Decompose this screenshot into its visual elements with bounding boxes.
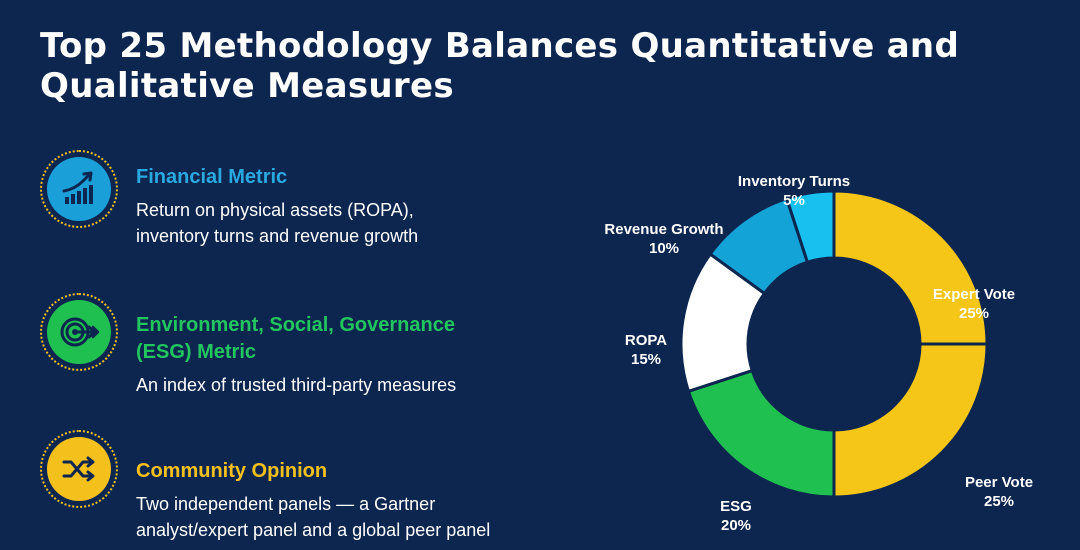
esg-metric-item: Environment, Social, Governance (ESG) Me…	[40, 293, 560, 395]
community-opinion-description-line-2: analyst/expert panel and a global peer p…	[136, 520, 491, 540]
slice-value-revenue-growth: 10%	[649, 240, 679, 257]
slice-label-revenue-growth: Revenue Growth	[604, 221, 723, 238]
slice-value-esg: 20%	[721, 517, 751, 534]
financial-metric-description-line-2: inventory turns and revenue growth	[136, 226, 419, 246]
slice-value-ropa: 15%	[631, 351, 661, 368]
community-opinion-description: Two independent panels — a Gartner analy…	[136, 491, 576, 543]
esg-metric-heading-line-2: (ESG) Metric	[136, 341, 257, 363]
slice-value-peer-vote: 25%	[984, 493, 1014, 510]
slice-label-expert-vote: Expert Vote	[933, 286, 1015, 303]
community-opinion-heading: Community Opinion	[136, 460, 328, 482]
slice-expert-vote	[832, 189, 989, 346]
financial-metric-item: Financial Metric Return on physical asse…	[40, 150, 560, 246]
slice-label-peer-vote: Peer Vote	[965, 474, 1033, 491]
methodology-donut-chart: Expert Vote 25% Peer Vote 25% ESG 20% ROPA 15% R…	[604, 173, 1033, 534]
page-title: Top 25 Methodology Balances Quantitative…	[40, 26, 1040, 106]
financial-metric-description: Return on physical assets (ROPA), invent…	[136, 197, 576, 249]
slice-inventory-turns	[784, 189, 836, 265]
financial-metric-heading: Financial Metric	[136, 166, 288, 188]
esg-metric-heading-line-1: Environment, Social, Governance	[136, 314, 455, 336]
financial-metric-description-line-1: Return on physical assets (ROPA),	[136, 200, 414, 220]
slice-label-inventory-turns: Inventory Turns	[738, 173, 850, 190]
esg-metric-description: An index of trusted third-party measures	[136, 375, 457, 395]
page-title-line-2: Qualitative Measures	[40, 66, 454, 106]
shuffle-icon	[47, 437, 111, 501]
donut-slices	[679, 189, 989, 499]
slice-esg	[686, 368, 836, 499]
page-title-line-1: Top 25 Methodology Balances Quantitative…	[40, 26, 960, 66]
donut-labels: Expert Vote 25% Peer Vote 25% ESG 20% ROPA 15% R…	[604, 173, 1033, 534]
slice-value-inventory-turns: 5%	[783, 192, 805, 209]
growth-chart-icon	[47, 157, 111, 221]
esg-metric-heading: Environment, Social, Governance (ESG) Me…	[136, 312, 576, 366]
slice-label-ropa: ROPA	[625, 332, 667, 349]
slice-label-esg: ESG	[720, 498, 752, 515]
financial-metric-icon-frame	[40, 150, 118, 228]
slice-peer-vote	[832, 342, 989, 499]
community-opinion-icon-frame	[40, 430, 118, 508]
esg-metric-icon-frame	[40, 293, 118, 371]
community-opinion-item: Community Opinion Two independent panels…	[40, 430, 560, 540]
community-opinion-description-line-1: Two independent panels — a Gartner	[136, 494, 436, 514]
target-arrow-icon	[47, 300, 111, 364]
slice-value-expert-vote: 25%	[959, 305, 989, 322]
